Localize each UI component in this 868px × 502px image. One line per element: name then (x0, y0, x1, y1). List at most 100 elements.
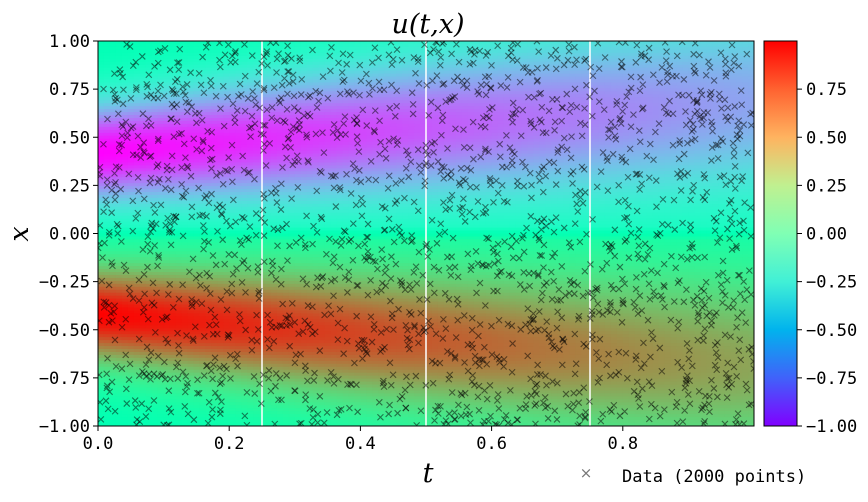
heatmap-cell (431, 141, 439, 146)
heatmap-cell (133, 144, 141, 149)
heatmap-cell (151, 85, 159, 89)
heatmap-cell (139, 43, 147, 48)
heatmap-cell (551, 61, 558, 66)
heatmap-cell (384, 147, 391, 152)
heatmap-cell (139, 106, 147, 110)
heatmap-cell (163, 43, 171, 48)
heatmap-cell (217, 141, 224, 146)
heatmap-cell (497, 85, 505, 89)
heatmap-cell (408, 79, 415, 84)
heatmap-cell (497, 112, 505, 116)
heatmap-cell (515, 61, 523, 66)
heatmap-cell (497, 132, 505, 137)
heatmap-cell (473, 106, 481, 110)
heatmap-cell (181, 76, 189, 81)
heatmap-cell (479, 43, 487, 48)
heatmap-cell (390, 120, 397, 125)
heatmap-cell (241, 147, 248, 152)
heatmap-cell (157, 79, 165, 84)
heatmap-cell (724, 79, 731, 84)
heatmap-cell (479, 94, 487, 98)
heatmap-cell (163, 126, 171, 131)
heatmap-cell (235, 70, 242, 75)
heatmap-cell (676, 85, 684, 89)
heatmap-cell (664, 141, 672, 146)
heatmap-cell (205, 141, 212, 146)
heatmap-cell (628, 120, 636, 125)
heatmap-cell (646, 126, 654, 131)
heatmap-cell (354, 79, 361, 84)
heatmap-cell (348, 138, 356, 143)
heatmap-cell (748, 82, 754, 87)
heatmap-cell (604, 120, 612, 125)
heatmap-cell (336, 94, 344, 98)
heatmap-cell (455, 103, 463, 107)
heatmap-cell (253, 88, 260, 92)
heatmap-cell (503, 115, 511, 119)
heatmap-cell (742, 141, 749, 146)
heatmap-cell (193, 41, 200, 45)
heatmap-cell (473, 138, 481, 143)
heatmap-cell (414, 97, 421, 101)
heatmap-cell (748, 129, 754, 134)
heatmap-cell (378, 41, 385, 45)
heatmap-cell (455, 109, 463, 113)
heatmap-cell (455, 67, 463, 72)
heatmap-cell (288, 64, 296, 69)
heatmap-cell (264, 141, 272, 146)
heatmap-cell (151, 41, 159, 45)
heatmap-cell (521, 109, 528, 113)
heatmap-cell (360, 82, 367, 87)
heatmap-cell (98, 91, 105, 95)
heatmap-cell (151, 46, 159, 51)
heatmap-cell (712, 132, 719, 137)
heatmap-cell (282, 126, 290, 131)
heatmap-cell (348, 129, 356, 134)
heatmap-cell (175, 123, 183, 128)
heatmap-cell (187, 97, 195, 101)
heatmap-cell (461, 70, 469, 75)
heatmap-cell (676, 49, 684, 54)
heatmap-cell (581, 138, 588, 143)
heatmap-cell (372, 112, 379, 116)
heatmap-cell (658, 141, 666, 146)
heatmap-cell (133, 76, 141, 81)
heatmap-cell (193, 106, 200, 110)
heatmap-cell (253, 141, 260, 146)
heatmap-cell (592, 41, 600, 45)
heatmap-cell (264, 123, 272, 128)
heatmap-cell (443, 46, 451, 51)
heatmap-cell (175, 147, 183, 152)
heatmap-cell (294, 70, 302, 75)
heatmap-cell (527, 106, 534, 110)
heatmap-cell (497, 82, 505, 87)
heatmap-cell (569, 85, 576, 89)
heatmap-cell (676, 109, 684, 113)
heatmap-cell (467, 70, 475, 75)
heatmap-cell (211, 82, 218, 87)
heatmap-cell (229, 132, 236, 137)
heatmap-cell (485, 94, 493, 98)
heatmap-cell (736, 132, 743, 137)
heatmap-cell (420, 112, 427, 116)
heatmap-cell (533, 103, 540, 107)
heatmap-cell (748, 94, 754, 98)
heatmap-cell (175, 106, 183, 110)
heatmap-cell (223, 97, 230, 101)
heatmap-cell (551, 85, 558, 89)
heatmap-cell (330, 94, 338, 98)
heatmap-cell (557, 135, 564, 140)
heatmap-cell (473, 67, 481, 72)
heatmap-cell (193, 46, 200, 51)
heatmap-cell (449, 109, 457, 113)
heatmap-cell (324, 106, 332, 110)
heatmap-cell (497, 126, 505, 131)
heatmap-cell (336, 97, 344, 101)
heatmap-cell (354, 41, 361, 45)
heatmap-cell (127, 147, 135, 152)
heatmap-cell (581, 73, 588, 78)
heatmap-cell (676, 135, 684, 140)
heatmap-cell (127, 85, 135, 89)
heatmap-cell (426, 147, 433, 152)
heatmap-cell (211, 85, 218, 89)
